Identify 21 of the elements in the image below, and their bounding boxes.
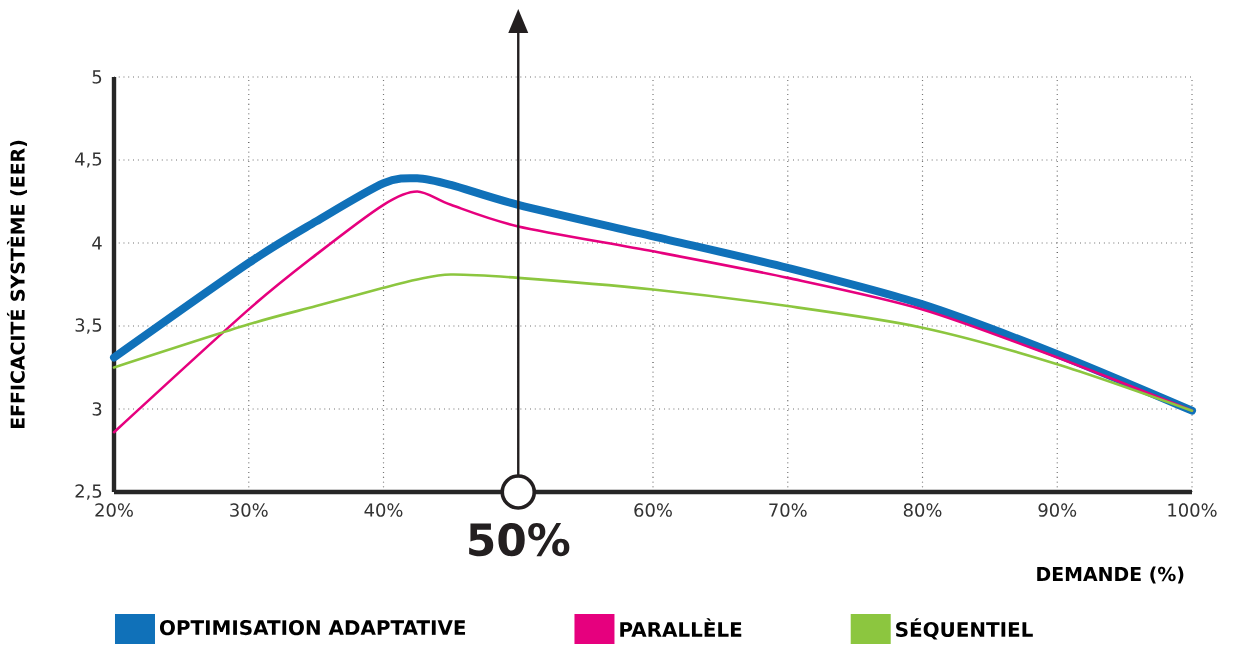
y-tick-label: 3 — [92, 402, 102, 416]
x-tick-label: 90% — [1038, 503, 1077, 517]
x-tick-label: 70% — [769, 503, 807, 517]
x-tick-label: 40% — [364, 503, 403, 517]
legend-label: OPTIMISATION ADAPTATIVE — [159, 620, 466, 636]
y-axis-title: EFFICACITÉ SYSTÈME (EER) — [6, 140, 28, 429]
line-series — [112, 273, 1194, 412]
x-tick-label: 60% — [634, 503, 672, 517]
ref-line-label: 50% — [469, 523, 570, 557]
x-tick-label: 20% — [95, 503, 133, 517]
y-tick-label: 2,5 — [75, 484, 102, 500]
y-tick-label: 5 — [92, 70, 102, 84]
x-tick-label: 80% — [903, 503, 942, 517]
legend-label: SÉQUENTIEL — [896, 618, 1033, 640]
y-tick-label: 4 — [92, 236, 102, 250]
y-tick-label: 4,5 — [75, 152, 102, 168]
x-tick-label: 30% — [230, 503, 268, 517]
y-tick-label: 3,5 — [75, 318, 102, 334]
x-tick-label: 100% — [1168, 503, 1217, 517]
legend-label: PARALLÈLE — [620, 618, 742, 637]
x-axis-title: DEMANDE (%) — [1037, 566, 1184, 584]
